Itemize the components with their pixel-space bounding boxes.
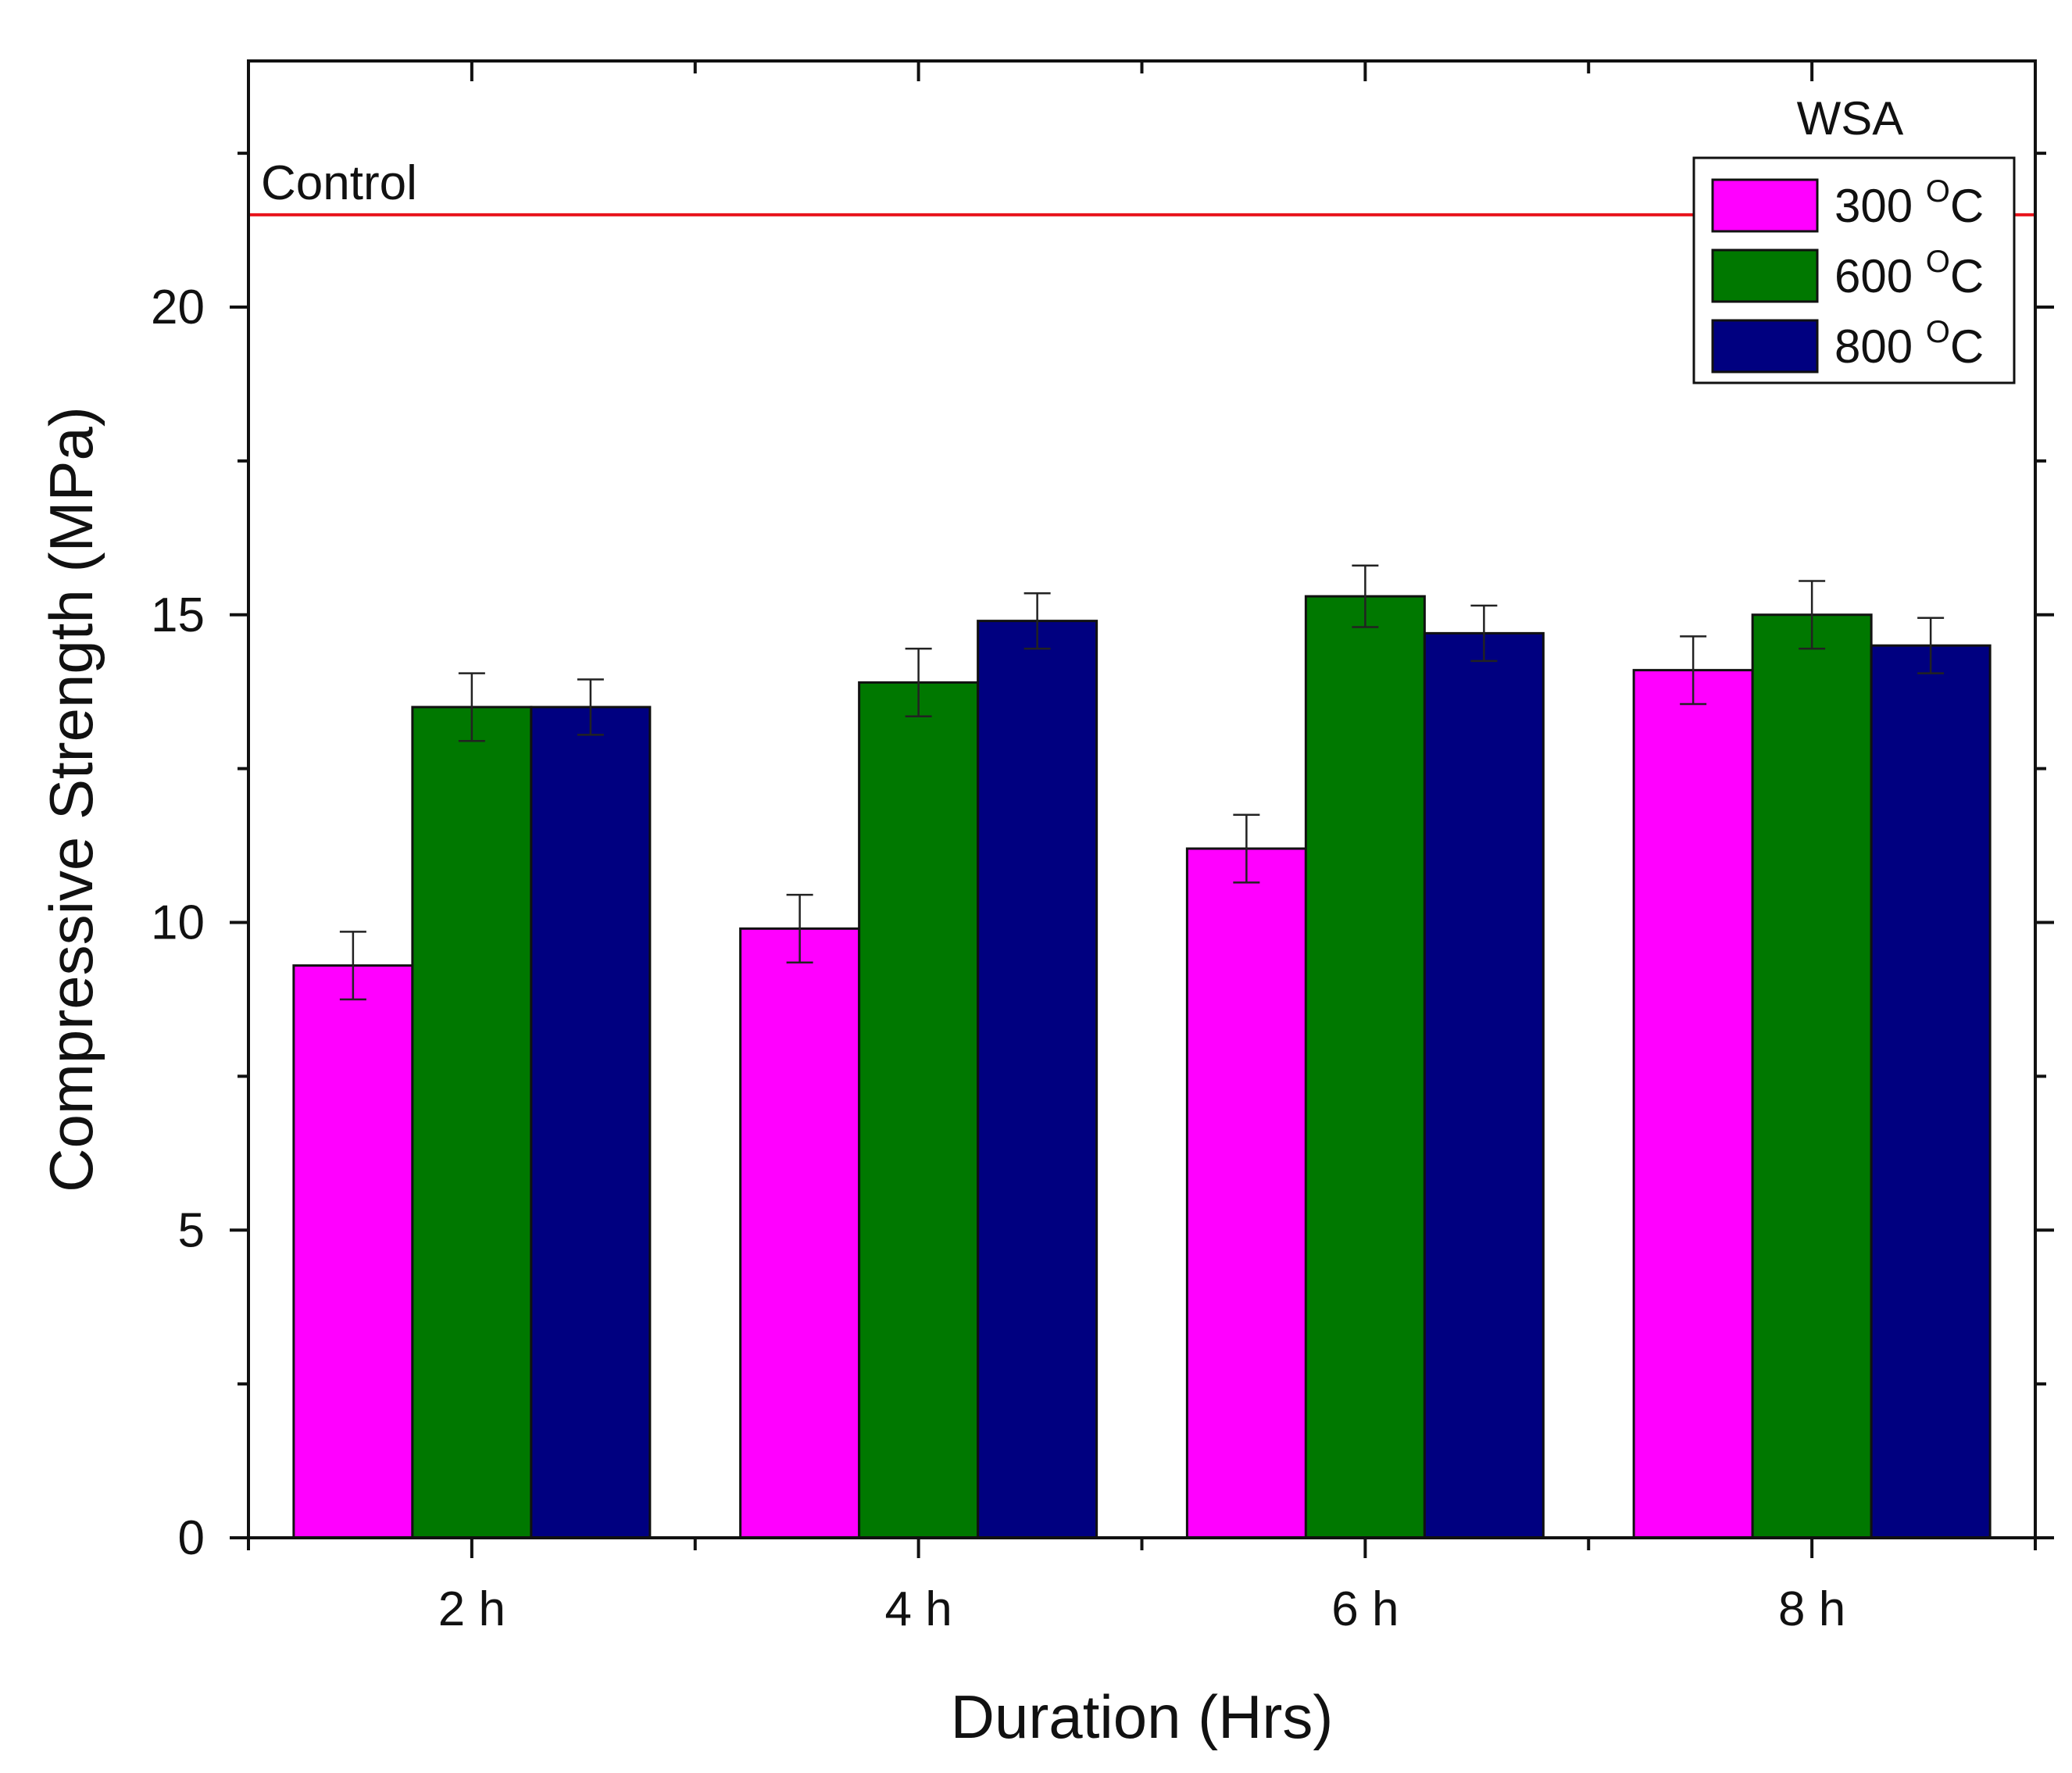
- y-tick-label: 10: [151, 896, 205, 950]
- x-tick-label: 6 h: [1331, 1582, 1399, 1636]
- legend-label-value: 300: [1834, 180, 1926, 232]
- legend-swatch: [1711, 178, 1819, 233]
- legend-label-unit: C: [1950, 180, 1984, 232]
- legend-label: 800 OC: [1834, 315, 1984, 373]
- bar: [1185, 847, 1307, 1539]
- bar: [292, 964, 414, 1539]
- legend-label: 600 OC: [1834, 245, 1984, 302]
- legend-label-value: 600: [1834, 250, 1926, 302]
- axes-layer: 0 5 10 15 20 2 h 4 h 6 h 8 h Duration (Hrs) Compre…: [37, 59, 2054, 1751]
- bar: [1870, 644, 1992, 1539]
- y-tick-label: 20: [151, 281, 205, 334]
- bar: [1751, 613, 1873, 1539]
- bar: [1423, 631, 1545, 1539]
- legend-swatch: [1711, 248, 1819, 303]
- bar: [977, 620, 1099, 1539]
- y-tick-label: 0: [178, 1511, 205, 1565]
- legend-label-unit: C: [1950, 250, 1984, 302]
- legend-label-degree: O: [1926, 245, 1950, 279]
- y-tick-label: 15: [151, 588, 205, 642]
- bar: [411, 706, 533, 1539]
- bar: [739, 927, 861, 1539]
- x-tick-label: 8 h: [1778, 1582, 1845, 1636]
- legend-label-degree: O: [1926, 315, 1950, 349]
- x-axis-title: Duration (Hrs): [951, 1682, 1334, 1751]
- bars-layer: [292, 595, 1992, 1539]
- legend-label-value: 800: [1834, 320, 1926, 373]
- error-bars-layer: [339, 564, 1945, 1001]
- control-label: Control: [261, 156, 417, 210]
- y-tick-label: 5: [178, 1203, 205, 1257]
- y-axis-title: Compressive Strength (MPa): [37, 406, 105, 1192]
- bar: [858, 681, 980, 1539]
- legend-label: 300 OC: [1834, 174, 1984, 232]
- legend-title: WSA: [1797, 92, 1904, 145]
- x-tick-label: 4 h: [885, 1582, 952, 1636]
- legend-swatch: [1711, 319, 1819, 374]
- bar: [530, 706, 652, 1539]
- bar: [1304, 595, 1426, 1539]
- legend-label-unit: C: [1950, 320, 1984, 373]
- bar: [1632, 669, 1754, 1539]
- legend-label-degree: O: [1926, 174, 1950, 209]
- x-tick-label: 2 h: [438, 1582, 505, 1636]
